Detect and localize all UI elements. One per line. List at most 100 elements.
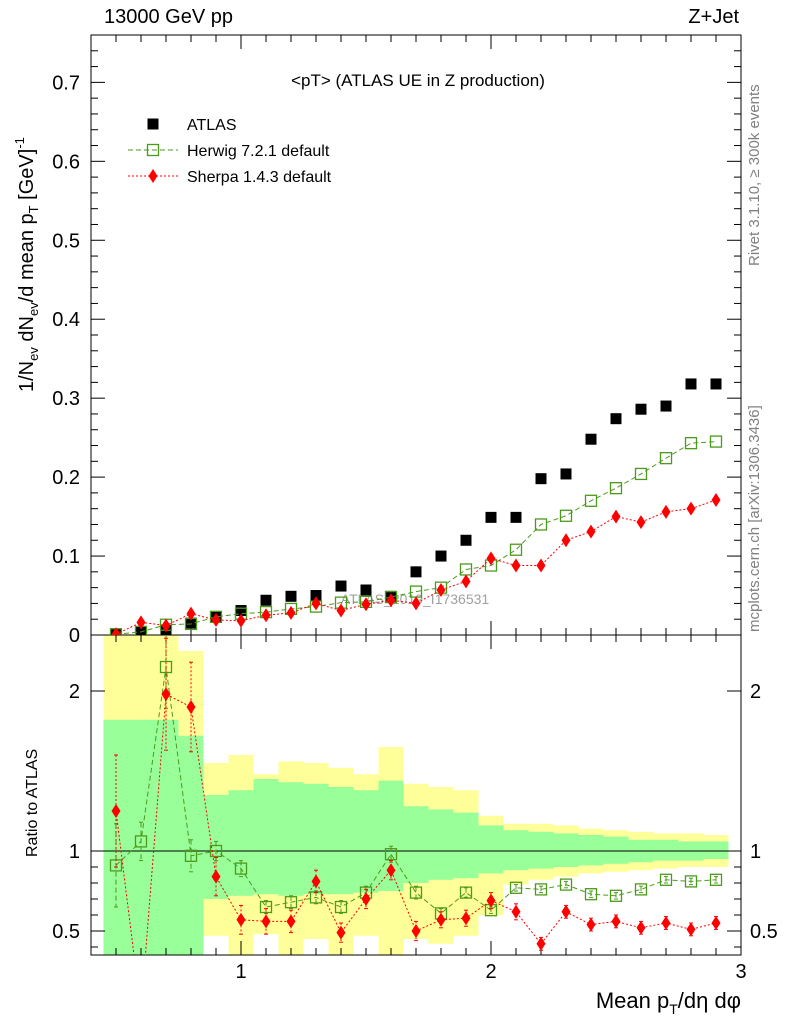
atlas-point bbox=[410, 566, 422, 578]
sherpa-ratio-point bbox=[137, 1004, 146, 1018]
herwig-ratio-point bbox=[559, 878, 573, 891]
sherpa-point bbox=[711, 493, 721, 507]
atlas-point bbox=[660, 400, 672, 412]
band-inner-bin bbox=[153, 719, 179, 955]
sherpa-point bbox=[111, 627, 121, 635]
band-inner-bin bbox=[428, 809, 454, 880]
y-tick-label-main: 0.6 bbox=[52, 151, 80, 173]
herwig-ratio-point bbox=[659, 873, 673, 886]
legend-sherpa-marker bbox=[148, 169, 158, 183]
atlas-point bbox=[260, 594, 272, 606]
y-tick-label-main: 0.5 bbox=[52, 230, 80, 252]
main-series bbox=[109, 378, 723, 635]
sherpa-point bbox=[286, 605, 296, 620]
atlas-point bbox=[560, 468, 572, 480]
herwig-point bbox=[534, 518, 548, 531]
sherpa-point bbox=[561, 533, 571, 548]
sherpa-ratio-point bbox=[586, 917, 596, 932]
sherpa-ratio-point bbox=[611, 914, 621, 929]
herwig-point bbox=[559, 509, 573, 522]
sherpa-ratio-point bbox=[161, 687, 171, 702]
band-inner-bin bbox=[128, 719, 154, 955]
atlas-point bbox=[435, 550, 447, 562]
atlas-point bbox=[310, 590, 322, 602]
herwig-ratio-point bbox=[509, 881, 523, 894]
sherpa-ratio-point bbox=[311, 874, 321, 889]
herwig-ratio-point bbox=[259, 900, 273, 914]
sherpa-point bbox=[311, 596, 321, 611]
x-tick-label: 1 bbox=[235, 961, 246, 983]
herwig-point bbox=[609, 482, 623, 495]
band-inner-bin bbox=[228, 790, 254, 896]
atlas-point bbox=[285, 590, 297, 602]
band-inner-bin bbox=[478, 825, 504, 874]
ratio-uncertainty-bands bbox=[103, 635, 729, 955]
sherpa-ratio-point bbox=[411, 924, 421, 938]
herwig-point bbox=[509, 543, 523, 556]
sherpa-ratio-point bbox=[536, 936, 546, 951]
band-inner-bin bbox=[703, 841, 729, 859]
sherpa-point bbox=[361, 597, 371, 612]
band-inner-bin bbox=[503, 830, 529, 871]
sherpa-ratio-point bbox=[461, 911, 471, 926]
herwig-ratio-point bbox=[459, 886, 473, 899]
main-y-axis-label: 1/Nev dNev/d mean pT [GeV]-1 bbox=[12, 137, 41, 392]
atlas-point bbox=[335, 580, 347, 592]
y-tick-label-main: 0 bbox=[69, 625, 80, 647]
sherpa-point bbox=[486, 551, 496, 566]
sherpa-ratio-point bbox=[211, 869, 221, 884]
sherpa-point bbox=[236, 613, 246, 628]
sherpa-point bbox=[611, 509, 621, 524]
band-inner-bin bbox=[328, 787, 354, 895]
y-tick-label-ratio-right: 1 bbox=[750, 841, 761, 863]
header-analysis-label: Z+Jet bbox=[688, 6, 739, 28]
sherpa-ratio-point bbox=[111, 804, 121, 818]
sherpa-ratio-point bbox=[436, 912, 446, 927]
sherpa-point bbox=[211, 613, 221, 627]
herwig-ratio-point bbox=[184, 849, 198, 862]
herwig-ratio-point bbox=[534, 883, 548, 896]
sherpa-ratio-point bbox=[261, 914, 271, 929]
band-inner-bin bbox=[253, 779, 279, 895]
sherpa-point bbox=[136, 615, 146, 630]
atlas-point bbox=[535, 473, 547, 485]
atlas-point bbox=[185, 617, 197, 629]
sherpa-point bbox=[336, 603, 346, 618]
atlas-point bbox=[135, 626, 147, 635]
y-tick-label-main: 0.7 bbox=[52, 72, 80, 94]
axis-tick-labels: 0 0.1 0.2 0.3 0.4 0.5 0.6 0.7 0.5 0.5 1 1 2 2 1 2 3 bbox=[52, 72, 778, 983]
band-inner-bin bbox=[278, 782, 304, 896]
atlas-point bbox=[360, 584, 372, 596]
y-tick-label-main: 0.4 bbox=[52, 309, 80, 331]
x-axis-label: Mean pT/dη dφ bbox=[596, 988, 741, 1017]
sherpa-ratio-point bbox=[336, 925, 346, 940]
legend-herwig-marker bbox=[146, 143, 160, 157]
band-inner-bin bbox=[528, 831, 554, 869]
legend-sherpa-label: Sherpa 1.4.3 default bbox=[187, 169, 332, 186]
axis-titles: <pT> (ATLAS UE in Z production) 1/Nev dNe… bbox=[12, 71, 741, 1017]
header-process-label: 13000 GeV pp bbox=[104, 6, 233, 28]
band-inner-bin bbox=[453, 812, 479, 879]
atlas-point bbox=[635, 403, 647, 415]
herwig-point bbox=[659, 452, 673, 465]
herwig-point bbox=[684, 437, 698, 450]
y-tick-label-main: 0.2 bbox=[52, 467, 80, 489]
band-inner-bin bbox=[353, 790, 379, 893]
band-inner-bin bbox=[578, 835, 604, 866]
sherpa-point bbox=[386, 593, 396, 608]
herwig-point bbox=[709, 435, 723, 448]
herwig-ratio-point bbox=[384, 848, 398, 861]
sherpa-point bbox=[536, 558, 546, 573]
atlas-point bbox=[610, 413, 622, 425]
y-tick-label-ratio: 2 bbox=[69, 681, 80, 703]
sherpa-ratio-point bbox=[186, 700, 196, 714]
herwig-ratio-point bbox=[284, 896, 298, 909]
sherpa-point bbox=[436, 583, 446, 597]
legend: ATLAS Herwig 7.2.1 default Sherpa 1.4.3 de… bbox=[128, 117, 332, 186]
sherpa-ratio-point bbox=[286, 914, 296, 929]
herwig-ratio-point bbox=[409, 886, 423, 899]
sherpa-ratio-point bbox=[561, 904, 571, 919]
atlas-point bbox=[710, 378, 722, 390]
sherpa-point bbox=[511, 558, 521, 573]
y-tick-label-ratio: 0.5 bbox=[52, 921, 80, 943]
